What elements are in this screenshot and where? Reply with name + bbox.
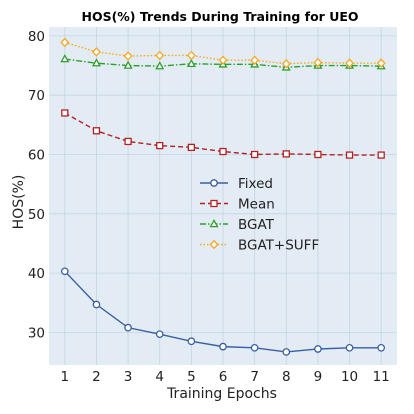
y-tick-label: 30 bbox=[28, 325, 45, 341]
data-point-mean bbox=[124, 137, 132, 146]
data-point-mean bbox=[282, 150, 290, 158]
data-point-fixed bbox=[92, 300, 101, 309]
data-point-mean bbox=[156, 141, 164, 150]
series-mean bbox=[61, 109, 385, 159]
data-point-bgat-suff bbox=[186, 50, 196, 61]
data-point-bgat-suff bbox=[376, 58, 386, 68]
data-point-fixed bbox=[219, 342, 227, 351]
data-point-bgat-suff bbox=[313, 57, 323, 68]
y-tick-label: 80 bbox=[28, 29, 45, 45]
data-point-fixed bbox=[124, 323, 132, 332]
data-point-fixed bbox=[282, 348, 291, 356]
x-tick-label: 10 bbox=[341, 369, 358, 385]
series-layer bbox=[60, 37, 386, 356]
data-point-bgat-suff bbox=[123, 51, 133, 61]
x-tick-label: 11 bbox=[373, 369, 390, 385]
legend-label: BGAT+SUFF bbox=[238, 238, 319, 254]
series-bgat-suff bbox=[60, 37, 386, 69]
data-point-bgat-suff bbox=[281, 59, 291, 69]
x-tick-label: 3 bbox=[124, 369, 133, 385]
legend-label: Fixed bbox=[238, 176, 273, 192]
legend-label: Mean bbox=[238, 197, 275, 213]
x-tick-label: 9 bbox=[314, 369, 323, 385]
data-point-bgat bbox=[186, 58, 196, 68]
data-point-bgat bbox=[60, 54, 70, 63]
legend-marker bbox=[210, 199, 218, 208]
data-point-fixed bbox=[314, 345, 322, 353]
legend-item-mean: Mean bbox=[200, 197, 275, 213]
x-tick-label: 7 bbox=[250, 369, 259, 385]
data-point-mean bbox=[219, 147, 227, 156]
data-point-fixed bbox=[187, 337, 196, 346]
data-point-fixed bbox=[60, 267, 69, 276]
legend-item-fixed: Fixed bbox=[200, 176, 273, 192]
data-point-fixed bbox=[155, 330, 164, 339]
x-tick-label: 5 bbox=[187, 369, 196, 385]
legend-item-bgat: BGAT bbox=[200, 217, 275, 233]
data-point-mean bbox=[314, 150, 322, 159]
legend-marker bbox=[209, 219, 219, 228]
x-tick-label: 6 bbox=[219, 369, 228, 385]
data-point-fixed bbox=[345, 343, 354, 352]
data-point-bgat-suff bbox=[345, 58, 355, 68]
legend-marker bbox=[209, 239, 219, 250]
y-axis-label: HOS(%) bbox=[11, 175, 27, 230]
data-point-mean bbox=[377, 151, 385, 159]
data-point-bgat-suff bbox=[155, 50, 165, 61]
data-point-mean bbox=[187, 143, 196, 152]
y-tick-label: 40 bbox=[28, 266, 45, 282]
legend-label: BGAT bbox=[238, 217, 275, 233]
data-point-bgat-suff bbox=[91, 47, 101, 57]
x-tick-label: 4 bbox=[155, 369, 164, 385]
data-point-bgat bbox=[123, 60, 133, 69]
y-tick-label: 70 bbox=[28, 88, 45, 104]
data-point-bgat bbox=[155, 61, 165, 70]
y-tick-label: 50 bbox=[28, 207, 45, 223]
data-point-mean bbox=[61, 109, 69, 117]
data-point-bgat-suff bbox=[250, 55, 260, 65]
series-fixed bbox=[60, 267, 386, 356]
data-point-fixed bbox=[377, 343, 386, 352]
grid-lines bbox=[49, 27, 397, 365]
data-point-mean bbox=[92, 127, 101, 135]
x-tick-label: 1 bbox=[61, 369, 70, 385]
data-point-fixed bbox=[250, 343, 259, 352]
tick-labels: 1 2 3 4 5 6 7 8 9 10 11 30 40 50 60 70 80 bbox=[28, 29, 390, 385]
data-point-bgat-suff bbox=[60, 37, 70, 48]
legend-item-bgat-suff: BGAT+SUFF bbox=[200, 238, 319, 254]
y-tick-label: 60 bbox=[28, 147, 45, 163]
x-axis-label: Training Epochs bbox=[166, 386, 277, 402]
data-point-bgat-suff bbox=[218, 55, 228, 65]
chart-title: HOS(%) Trends During Training for UEO bbox=[81, 9, 358, 24]
series-line-mean bbox=[64, 112, 382, 156]
legend: Fixed Mean BGAT BGAT+SUFF bbox=[200, 176, 319, 254]
data-point-mean bbox=[345, 151, 354, 159]
x-tick-label: 8 bbox=[282, 369, 291, 385]
data-point-bgat bbox=[91, 58, 101, 67]
x-tick-label: 2 bbox=[92, 369, 101, 385]
legend-marker bbox=[210, 179, 218, 187]
data-point-mean bbox=[250, 150, 259, 159]
